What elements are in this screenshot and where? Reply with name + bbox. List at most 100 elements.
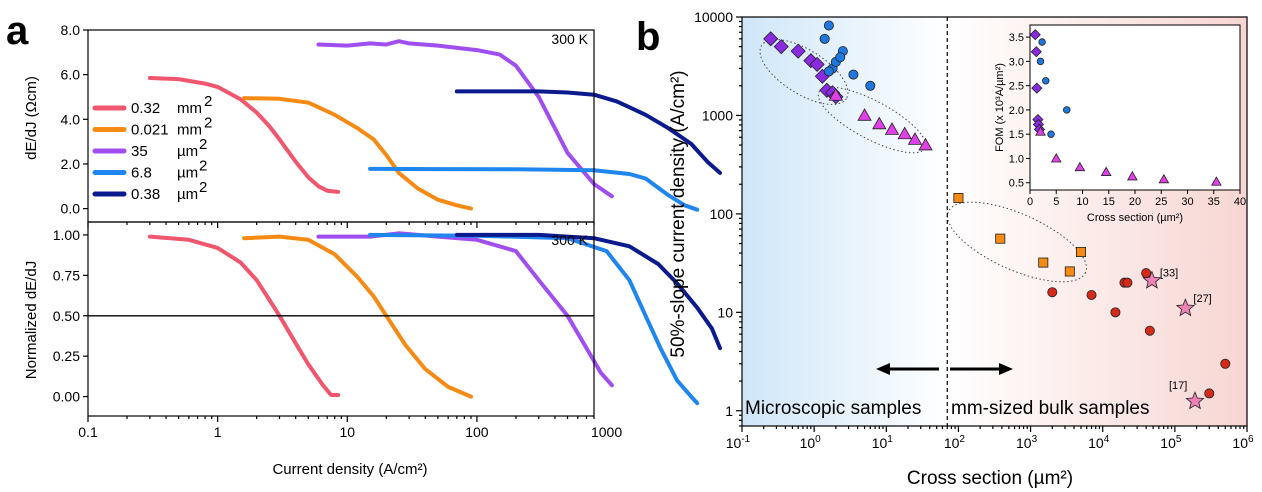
data-point-triangle xyxy=(872,116,887,130)
legend-label: 35 xyxy=(131,143,148,160)
inset-xtick-label: 20 xyxy=(1129,196,1141,208)
a-bottom-ylabel: Normalized dE/dJ xyxy=(23,261,40,379)
inset-data-point-circle xyxy=(1063,106,1071,114)
legend-unit: µm xyxy=(177,165,198,182)
data-point-circle xyxy=(1086,289,1097,300)
diamond-group-ellipse xyxy=(759,39,849,105)
data-point-circle xyxy=(1220,358,1231,369)
data-point-circle xyxy=(1110,307,1121,318)
b-frame xyxy=(741,16,1248,427)
left-region-label: Microscopic samples xyxy=(745,398,921,419)
a-bottom-series-line-1 xyxy=(242,234,473,399)
legend-unit: mm xyxy=(177,122,202,139)
data-point-triangle xyxy=(884,122,900,135)
inset-xtick-label: 15 xyxy=(1103,196,1115,208)
a-bottom-temperature: 300 K xyxy=(551,232,588,248)
legend-unit: mm xyxy=(177,100,202,117)
inset-data-point-circle xyxy=(1038,38,1046,46)
inset-ytick-label: 2.0 xyxy=(1009,105,1024,117)
legend-unit-exponent: 2 xyxy=(204,93,212,110)
inset-data-point-triangle xyxy=(1050,152,1062,163)
a-top-ytick-label: 6.0 xyxy=(61,67,81,83)
panel-b-letter: b xyxy=(636,15,660,59)
data-point-square xyxy=(1038,257,1049,268)
bulk-square-group-ellipse xyxy=(947,201,1087,283)
inset-xtick-label: 30 xyxy=(1181,196,1193,208)
legend-unit-exponent: 2 xyxy=(204,115,212,132)
inset-ytick-label: 3.0 xyxy=(1009,56,1024,68)
legend-label: 6.8 xyxy=(131,165,152,182)
data-point-circle xyxy=(1204,388,1215,399)
legend-unit-exponent: 2 xyxy=(199,158,207,175)
data-point-square xyxy=(1075,246,1086,257)
b-xtick-label: 100 xyxy=(800,434,822,451)
b-xlabel: Cross section (µm²) xyxy=(907,468,1073,489)
a-bottom-xtick-label: 0.1 xyxy=(78,424,98,440)
data-point-circle xyxy=(865,80,876,91)
b-xtick-label: 103 xyxy=(1016,434,1038,451)
a-bottom-series-line-2 xyxy=(316,231,614,388)
a-bottom-ytick-label: 0.75 xyxy=(53,267,80,283)
microscopic-region-background xyxy=(742,17,948,426)
b-ylabel: 50%-slope current density (A/cm²) xyxy=(668,70,689,357)
inset-xtick-label: 0 xyxy=(1027,196,1033,208)
inset-ytick-label: 1.5 xyxy=(1009,129,1024,141)
legend-label: 0.32 xyxy=(131,100,160,117)
data-point-diamond xyxy=(773,39,789,55)
a-top-temperature: 300 K xyxy=(551,31,588,47)
data-point-square xyxy=(995,233,1006,244)
b-xtick-label: 106 xyxy=(1232,434,1254,451)
data-point-circle xyxy=(1047,287,1058,298)
data-point-star xyxy=(1142,270,1162,289)
b-ytick-label: 1 xyxy=(725,403,733,419)
a-bottom-xtick-label: 10 xyxy=(339,424,355,440)
legend-unit-exponent: 2 xyxy=(199,136,207,153)
inset-data-point-diamond xyxy=(1030,46,1042,58)
b-ytick-label: 10 xyxy=(717,304,733,320)
a-bottom-xtick-label: 1000 xyxy=(591,424,622,440)
reference-label: [33] xyxy=(1160,268,1178,280)
data-point-diamond xyxy=(809,56,825,72)
data-point-circle xyxy=(848,69,859,80)
inset-ytick-label: 3.5 xyxy=(1009,32,1024,44)
inset-xtick-label: 25 xyxy=(1155,196,1167,208)
a-top-series-line-1 xyxy=(242,96,473,211)
inset-data-point-triangle xyxy=(1035,126,1046,136)
b-ytick-label: 10000 xyxy=(694,9,733,25)
panel-b-chart: [33][27][17] 10-1 100 101 102 103 104 105 10611… xyxy=(668,9,1254,489)
data-point-triangle xyxy=(897,126,912,140)
inset-ytick-label: 2.5 xyxy=(1009,81,1024,93)
inset-xtick-label: 5 xyxy=(1053,196,1059,208)
inset-xtick-label: 35 xyxy=(1208,196,1220,208)
data-point-circle xyxy=(1144,325,1155,336)
legend: 0.32 mm 20.021 mm 235 µm 26.8 µm 20.38 µm 2 xyxy=(92,93,212,203)
b-ytick-label: 100 xyxy=(710,206,734,222)
data-point-triangle xyxy=(828,88,844,101)
data-point-triangle xyxy=(918,137,933,151)
b-xtick-label: 10-1 xyxy=(726,434,751,451)
b-xtick-label: 102 xyxy=(944,434,966,451)
b-ytick-label: 1000 xyxy=(702,107,733,123)
reference-label: [17] xyxy=(1169,380,1187,392)
a-top-ytick-label: 8.0 xyxy=(61,22,81,38)
legend-unit: µm xyxy=(177,143,198,160)
inset-data-point-triangle xyxy=(1158,173,1170,184)
inset-data-point-diamond xyxy=(1031,82,1043,94)
a-bottom-series-line-3 xyxy=(368,232,700,406)
a-bottom-xtick-label: 100 xyxy=(465,424,489,440)
a-top-series-line-3 xyxy=(368,166,700,212)
panel-a-bottom-chart: Normalized dE/dJ 0.00 0.25 0.50 0.75 1.00 0.1… xyxy=(23,221,722,478)
a-bottom-ytick-label: 0.50 xyxy=(53,308,80,324)
panel-a-letter: a xyxy=(6,9,29,53)
a-top-series-line-2 xyxy=(316,39,614,199)
data-point-square xyxy=(1064,266,1075,277)
right-arrow-head xyxy=(999,363,1013,375)
inset-chart: 0 5 10 15 20 25 30 35 40 0.5 1.0 1.5 2.0 2.5 3.0 3.5 Cro… xyxy=(994,24,1246,224)
a-top-series-line-0 xyxy=(147,76,341,194)
inset-data-point-circle xyxy=(1042,77,1050,85)
data-point-star xyxy=(1175,298,1196,317)
a-top-series-line-4 xyxy=(454,89,722,175)
data-point-circle xyxy=(819,33,830,44)
inset-data-point-triangle xyxy=(1127,170,1138,181)
inset-xtick-label: 10 xyxy=(1076,196,1088,208)
